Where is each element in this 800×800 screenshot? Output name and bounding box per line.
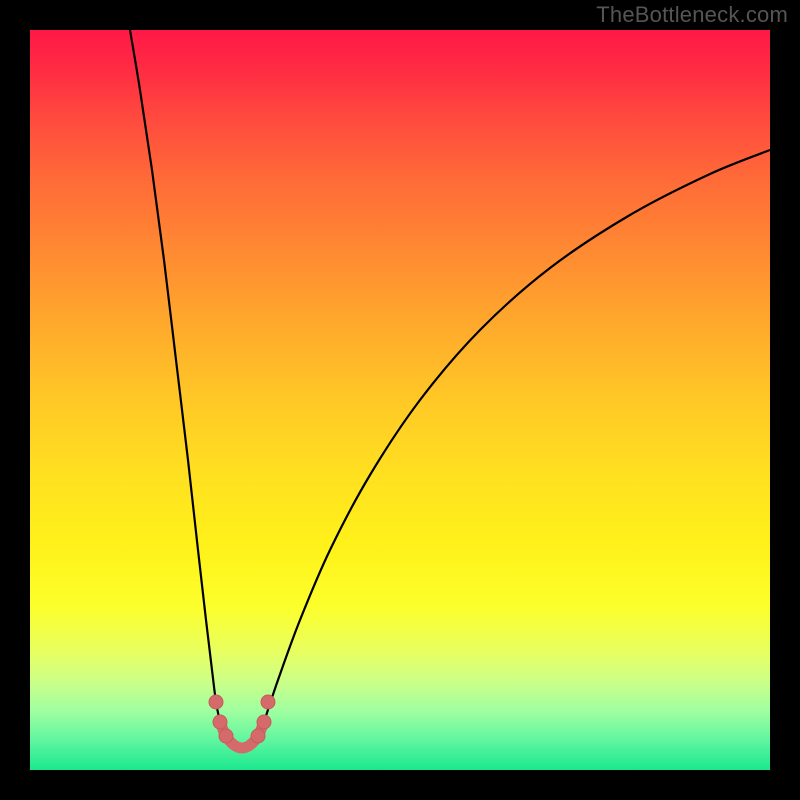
- chart-frame: TheBottleneck.com: [0, 0, 800, 800]
- curve-left-branch: [130, 30, 264, 748]
- trough-marker: [213, 715, 227, 729]
- curve-right-branch: [220, 150, 770, 748]
- trough-marker: [261, 695, 275, 709]
- trough-markers: [209, 695, 275, 743]
- trough-marker: [251, 729, 265, 743]
- plot-area: [30, 30, 770, 770]
- bottleneck-curve: [30, 30, 770, 770]
- trough-marker: [257, 715, 271, 729]
- trough-marker: [209, 695, 223, 709]
- watermark-text: TheBottleneck.com: [596, 2, 788, 28]
- trough-marker: [219, 729, 233, 743]
